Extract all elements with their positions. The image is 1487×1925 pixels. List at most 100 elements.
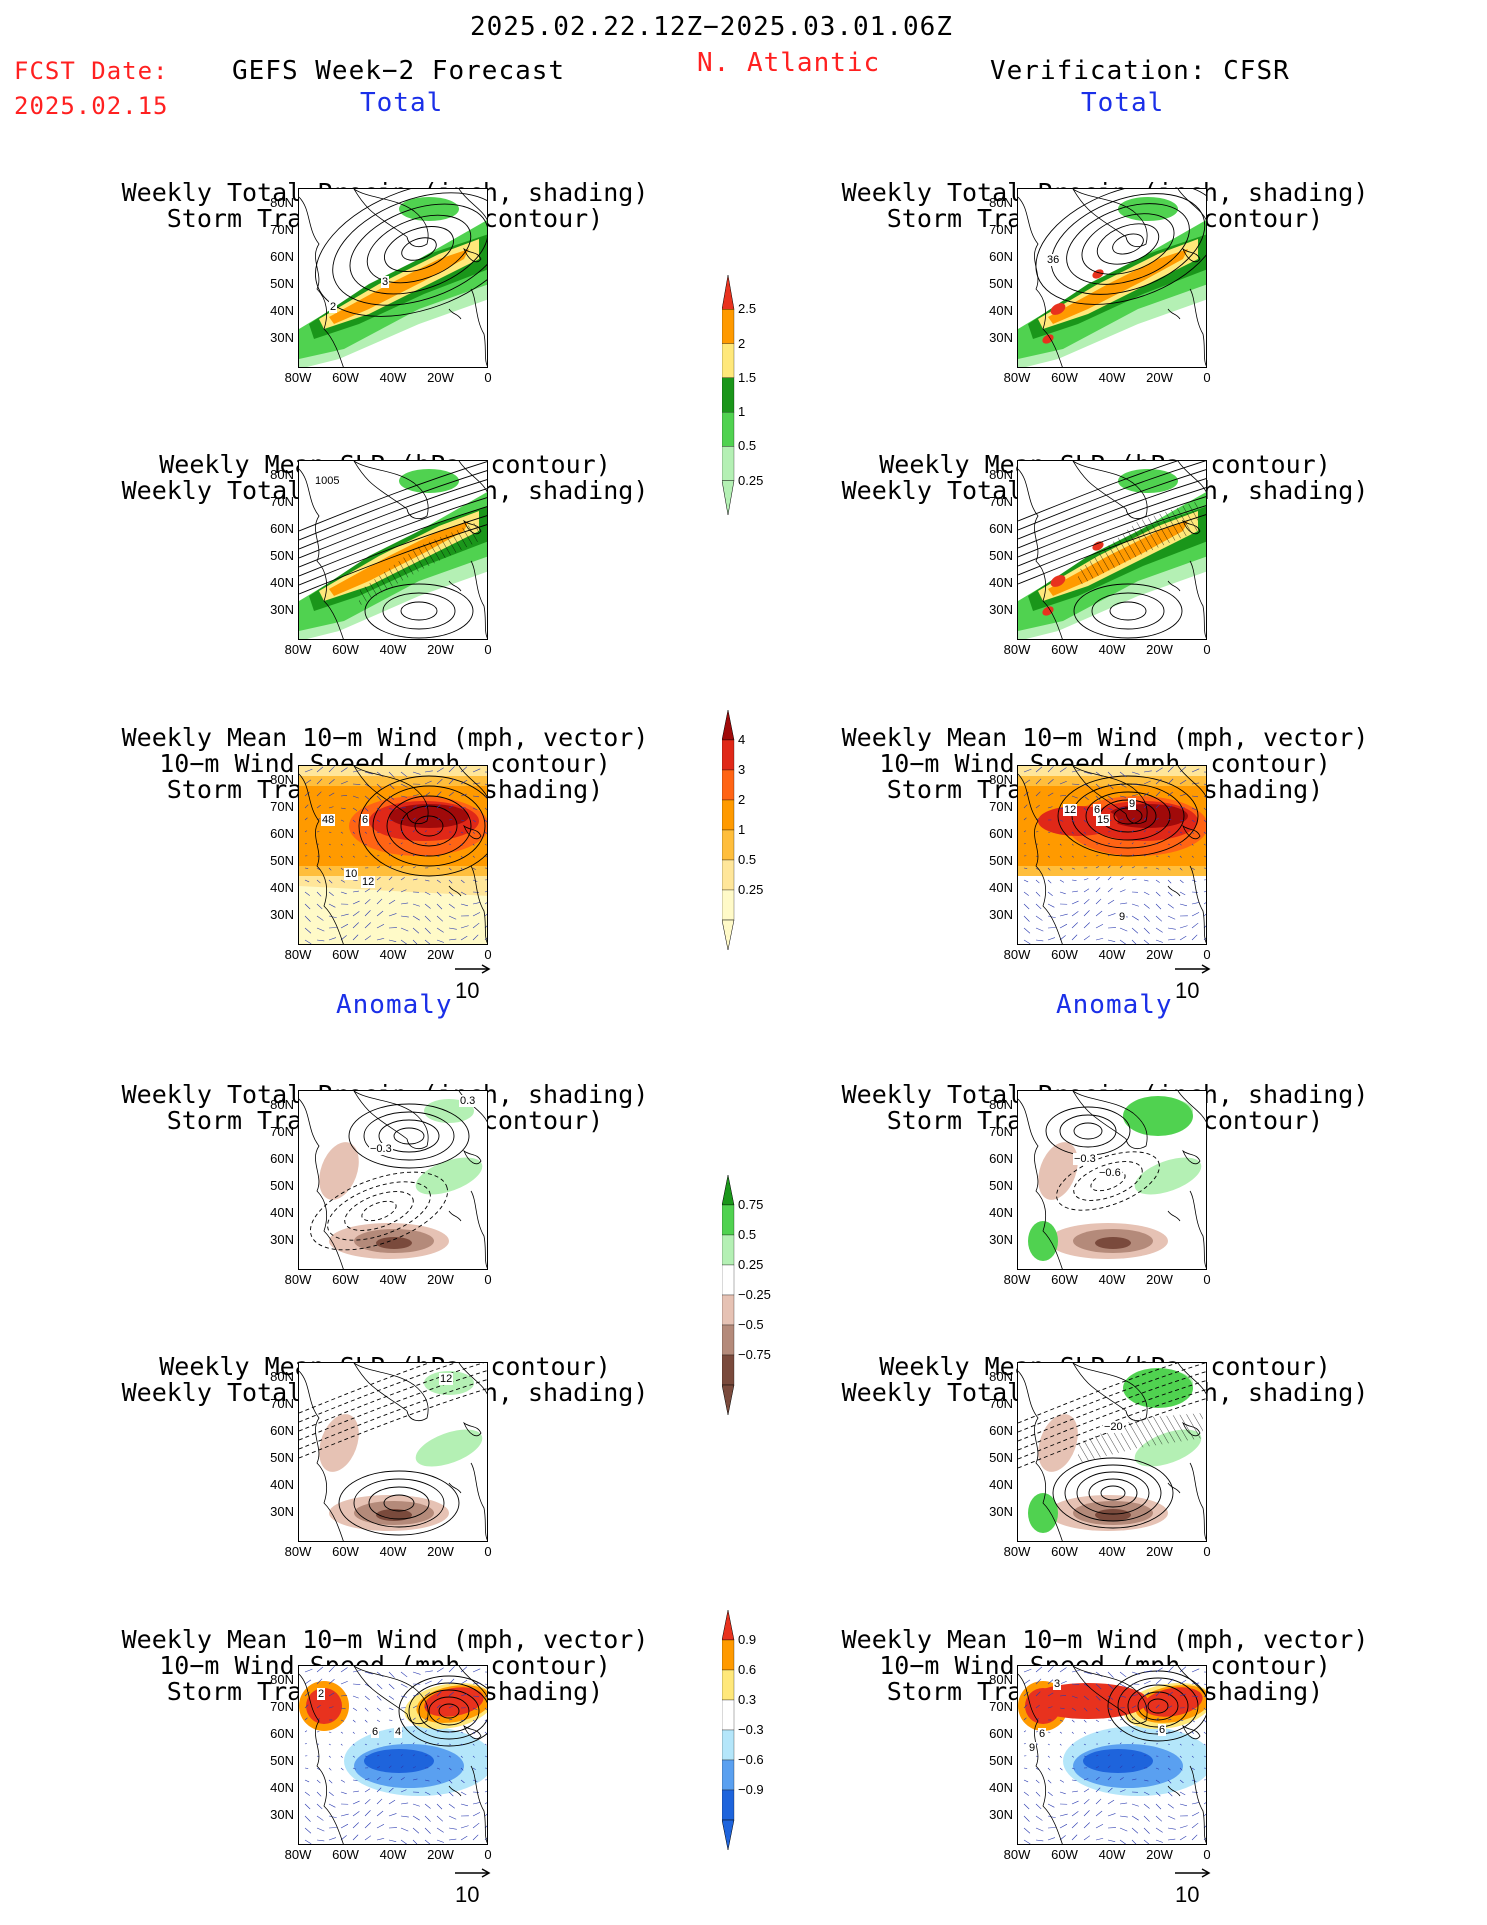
colorbar-segment xyxy=(721,1699,735,1731)
colorbar-segment xyxy=(721,1294,735,1326)
m-r5-r-wet-sw xyxy=(1028,1493,1058,1533)
lon-tick-label: 40W xyxy=(379,1544,407,1559)
contour-label: 3 xyxy=(1053,1678,1062,1690)
lat-tick-label: 30N xyxy=(989,602,1013,618)
date-range: 2025.02.22.12Z−2025.03.01.06Z xyxy=(470,12,953,42)
lat-tick-label: 40N xyxy=(989,1780,1013,1796)
lat-tick-label: 80N xyxy=(989,467,1013,483)
lat-tick-label: 70N xyxy=(989,222,1013,238)
lat-tick-label: 40N xyxy=(270,575,294,591)
colorbar-tick-label: 0.25 xyxy=(738,1257,764,1272)
map-canvas xyxy=(299,189,487,367)
colorbar-tick-label: −0.3 xyxy=(738,1722,764,1737)
colorbar-arrow-bottom xyxy=(721,480,735,516)
colorbar-segment xyxy=(721,1639,735,1671)
lon-tick-label: 60W xyxy=(1051,370,1078,385)
lon-tick-label: 60W xyxy=(332,370,359,385)
colorbar-tick-label: 3 xyxy=(738,762,746,777)
colorbar-segment xyxy=(721,1354,735,1386)
fcst-date: 2025.02.15 xyxy=(14,92,169,120)
lon-tick-label: 0 xyxy=(1203,370,1211,385)
map-canvas xyxy=(299,1666,487,1844)
contour-label: −0.3 xyxy=(1073,1153,1097,1165)
m-r1-r-red-cell xyxy=(1042,334,1054,344)
lat-tick-label: 80N xyxy=(989,772,1013,788)
m-r2-r-red-cell xyxy=(1092,541,1104,551)
coastline xyxy=(1018,766,1206,944)
colorbar-segment xyxy=(721,1729,735,1761)
lon-tick-label: 60W xyxy=(332,1272,359,1287)
colorbar-tick-label: 0.25 xyxy=(738,472,764,488)
colorbar-arrow-bottom xyxy=(721,919,735,951)
contour-label: 6 xyxy=(1093,804,1102,816)
colorbar-tick-label: −0.6 xyxy=(738,1752,764,1767)
colorbar-tick-label: 0.9 xyxy=(738,1632,757,1647)
colorbar-storm-density-total: 4 3 2 1 0.5 0.25 xyxy=(721,705,802,995)
coastline xyxy=(299,189,487,367)
section-anomaly-right: Anomaly xyxy=(1056,990,1173,1020)
lat-tick-label: 50N xyxy=(270,1178,294,1194)
lon-tick-label: 0 xyxy=(1203,642,1211,657)
colorbar-precip-total: 2.5 2 1.5 1 0.5 0.25 xyxy=(721,270,802,560)
m-r5-l-wet-east xyxy=(415,1429,483,1467)
lon-tick-label: 0 xyxy=(484,642,492,657)
map-slp-precip-anomaly-forecast: 12 xyxy=(298,1362,488,1542)
lat-tick-label: 30N xyxy=(270,1232,294,1248)
contour-label: 2 xyxy=(317,1688,326,1700)
lat-tick-label: 80N xyxy=(989,1097,1013,1113)
lon-tick-label: 80W xyxy=(1003,1544,1031,1559)
lat-tick-label: 40N xyxy=(270,1780,294,1796)
vector-ref-r3-right: 10 xyxy=(1175,964,1211,1004)
right-title: Verification: CFSR xyxy=(990,56,1290,86)
colorbar-precip-anomaly: 0.75 0.5 0.25 −0.25 −0.5 −0.75 xyxy=(721,1170,802,1460)
lat-tick-label: 80N xyxy=(270,772,294,788)
lat-tick-label: 30N xyxy=(270,907,294,923)
m-r2-l-slp-high xyxy=(364,583,474,639)
lon-tick-label: 80W xyxy=(284,642,312,657)
contour-label: 1005 xyxy=(314,475,341,487)
colorbar-segment xyxy=(721,769,735,801)
lon-tick-label: 40W xyxy=(1098,370,1126,385)
lat-tick-label: 50N xyxy=(270,853,294,869)
lat-tick-label: 60N xyxy=(989,1726,1013,1742)
lon-tick-label: 20W xyxy=(1146,947,1173,962)
coastline xyxy=(299,766,487,944)
lon-tick-label: 80W xyxy=(1003,370,1031,385)
colorbar-tick-label: 1.5 xyxy=(738,369,757,385)
vector-ref-r6-left: 10 xyxy=(455,1868,491,1908)
m-r4-r-wet-north-strong xyxy=(1123,1096,1193,1136)
m-r2-l-hatch xyxy=(359,521,479,606)
lon-tick-label: 40W xyxy=(379,370,407,385)
lat-tick-label: 50N xyxy=(989,276,1013,292)
colorbar-arrow-top xyxy=(721,1609,735,1641)
lat-tick-label: 30N xyxy=(989,1807,1013,1823)
contour-label: 12 xyxy=(361,876,376,888)
lon-tick-label: 0 xyxy=(484,1272,492,1287)
colorbar-svg xyxy=(721,274,735,516)
lon-tick-label: 60W xyxy=(332,1847,359,1862)
map-slp-precip-anomaly-verification: −20 xyxy=(1017,1362,1207,1542)
lat-tick-label: 30N xyxy=(989,1232,1013,1248)
colorbar-segment xyxy=(721,829,735,861)
colorbar-segment xyxy=(721,1669,735,1701)
colorbar-svg xyxy=(721,709,735,951)
lat-tick-label: 50N xyxy=(270,1753,294,1769)
lat-tick-label: 60N xyxy=(270,1423,294,1439)
lon-tick-label: 60W xyxy=(1051,1272,1078,1287)
lat-tick-label: 30N xyxy=(989,907,1013,923)
contour-label: 36 xyxy=(1046,254,1061,266)
vector-ref-r3-left: 10 xyxy=(455,964,491,1004)
colorbar-tick-label: 2 xyxy=(738,792,746,807)
lat-tick-label: 40N xyxy=(989,1477,1013,1493)
colorbar-tick-label: −0.25 xyxy=(738,1287,771,1302)
lat-tick-label: 70N xyxy=(270,222,294,238)
lat-tick-label: 80N xyxy=(989,195,1013,211)
lat-tick-label: 30N xyxy=(270,602,294,618)
lat-tick-label: 40N xyxy=(270,1205,294,1221)
lat-tick-label: 70N xyxy=(270,1124,294,1140)
contour-label: 9 xyxy=(1128,798,1137,810)
m-r5-r-dry-dark xyxy=(1095,1509,1131,1521)
lat-tick-label: 40N xyxy=(989,303,1013,319)
